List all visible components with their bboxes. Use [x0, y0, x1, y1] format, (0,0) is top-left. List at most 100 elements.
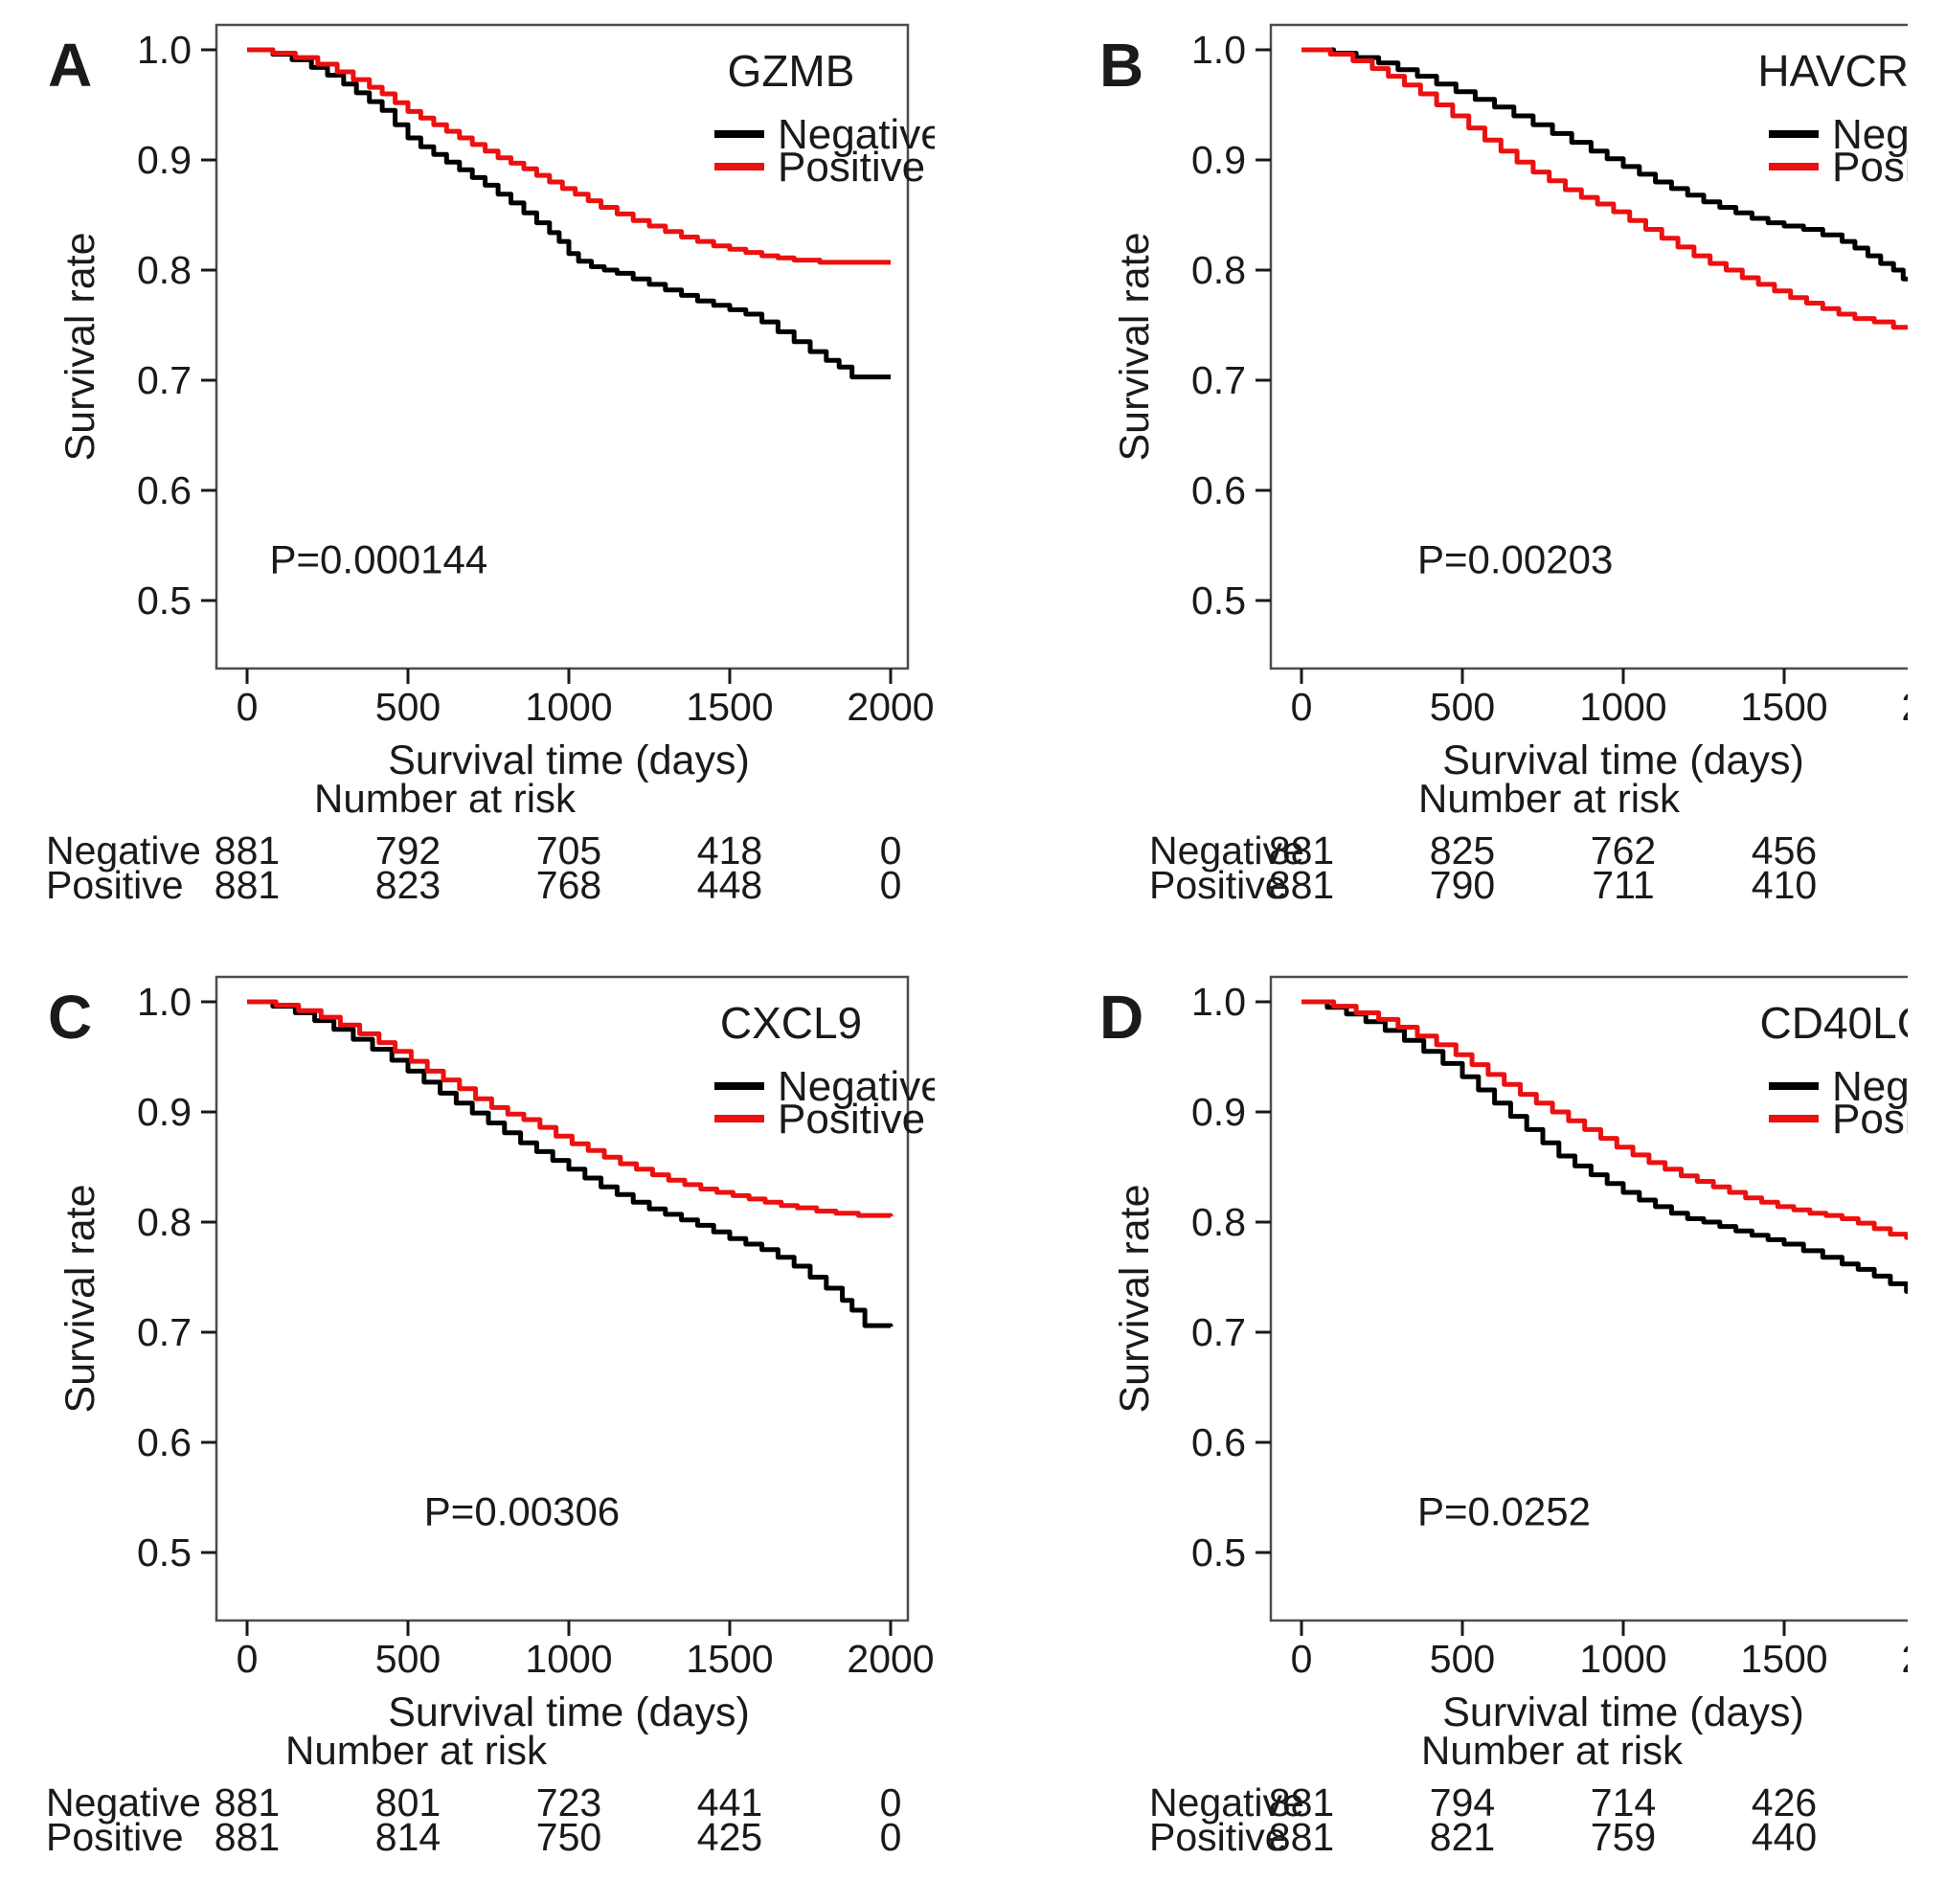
x-axis-title: Survival time (days): [388, 737, 750, 783]
panel-c: C 1.0 0.9 0.8 0.7 0.6 0.5 0 500 1000 1500 2000 Survi…: [38, 967, 935, 1889]
km-curve-positive: [1301, 47, 1908, 330]
km-chart-c: C 1.0 0.9 0.8 0.7 0.6 0.5 0 500 1000 1500 2000 Survi…: [46, 975, 935, 1859]
x-tick-label: 2000: [847, 1637, 934, 1681]
risk-value: 794: [1430, 1780, 1495, 1825]
p-value: P=0.000144: [270, 536, 488, 581]
risk-value: 790: [1430, 863, 1495, 907]
x-axis-title: Survival time (days): [1442, 737, 1804, 783]
risk-value: 714: [1591, 1780, 1656, 1825]
x-tick-label: 1000: [525, 685, 612, 729]
km-curve-positive: [1301, 999, 1908, 1240]
x-tick-label: 500: [1430, 685, 1495, 729]
risk-value: 821: [1430, 1815, 1495, 1859]
legend-label-negative: Negative: [1832, 1063, 1908, 1110]
risk-value: 881: [215, 863, 280, 907]
y-axis-title: Survival rate: [1112, 1185, 1158, 1414]
x-tick-label: 1000: [1579, 685, 1666, 729]
x-tick-label: 1500: [686, 685, 773, 729]
x-tick-label: 2000: [1901, 1637, 1908, 1681]
panel-letter: C: [48, 983, 92, 1052]
risk-value: 0: [880, 828, 902, 873]
km-curve-negative: [1301, 47, 1908, 282]
risk-value: 448: [697, 863, 762, 907]
y-tick-label: 0.8: [1191, 1200, 1246, 1244]
y-tick-label: 0.7: [1191, 1310, 1246, 1354]
risk-value: 759: [1591, 1815, 1656, 1859]
y-tick-label: 0.8: [137, 248, 192, 292]
x-tick-label: 0: [1291, 685, 1313, 729]
risk-row-label-negative: Negative: [46, 1780, 201, 1825]
risk-value: 426: [1752, 1780, 1817, 1825]
risk-value: 711: [1592, 863, 1654, 907]
panel-a: A 1.0 0.9 0.8 0.7 0.6 0.5 0 500 1000 1500 2000 Survi…: [38, 15, 935, 937]
legend-label-negative: Negative: [1832, 111, 1908, 158]
y-tick-label: 1.0: [137, 980, 192, 1024]
risk-value: 801: [375, 1780, 441, 1825]
panel-d: D 1.0 0.9 0.8 0.7 0.6 0.5 0 500 1000 1500 2000 Survi…: [1011, 967, 1908, 1889]
risk-value: 456: [1752, 828, 1817, 873]
risk-value: 0: [880, 1815, 902, 1859]
y-tick-label: 0.5: [137, 1530, 192, 1575]
risk-value: 881: [1269, 863, 1334, 907]
risk-value: 705: [536, 828, 601, 873]
legend-label-positive: Positive: [778, 1096, 925, 1143]
y-tick-label: 1.0: [1191, 980, 1246, 1024]
x-tick-label: 500: [1430, 1637, 1495, 1681]
gene-title: GZMB: [728, 46, 855, 96]
risk-value: 441: [697, 1780, 762, 1825]
km-curve-positive: [247, 999, 894, 1218]
y-tick-label: 0.9: [137, 138, 192, 182]
x-tick-label: 0: [237, 685, 259, 729]
number-at-risk-header: Number at risk: [285, 1728, 548, 1773]
y-tick-label: 0.6: [1191, 468, 1246, 512]
risk-value: 410: [1752, 863, 1817, 907]
number-at-risk-header: Number at risk: [314, 776, 577, 821]
x-tick-label: 0: [1291, 1637, 1313, 1681]
y-tick-label: 1.0: [1191, 28, 1246, 72]
y-axis-title: Survival rate: [57, 1185, 103, 1414]
y-tick-label: 0.6: [1191, 1420, 1246, 1464]
y-tick-label: 0.9: [137, 1090, 192, 1134]
number-at-risk-header: Number at risk: [1421, 1728, 1684, 1773]
km-curve-positive: [247, 47, 891, 265]
legend-label-negative: Negative: [778, 1063, 935, 1110]
risk-value: 881: [215, 1780, 280, 1825]
x-tick-label: 1500: [686, 1637, 773, 1681]
y-tick-label: 0.6: [137, 468, 192, 512]
panel-letter: D: [1099, 983, 1143, 1052]
risk-value: 823: [375, 863, 441, 907]
plot-box: [1269, 23, 1908, 670]
risk-value: 418: [697, 828, 762, 873]
p-value: P=0.00306: [424, 1488, 620, 1533]
y-tick-label: 0.9: [1191, 1090, 1246, 1134]
risk-value: 723: [536, 1780, 601, 1825]
risk-value: 814: [375, 1815, 441, 1859]
y-tick-label: 0.7: [137, 358, 192, 402]
panel-letter: B: [1099, 31, 1143, 100]
y-tick-label: 0.8: [1191, 248, 1246, 292]
risk-value: 0: [880, 1780, 902, 1825]
km-chart-b: B 1.0 0.9 0.8 0.7 0.6 0.5 0 500 1000 1500 2000 Survi…: [1099, 23, 1908, 907]
p-value: P=0.0252: [1417, 1488, 1591, 1533]
x-tick-label: 500: [375, 685, 441, 729]
risk-row-label-negative: Negative: [1149, 828, 1304, 873]
gene-title: CD40LG: [1760, 998, 1908, 1048]
risk-value: 750: [536, 1815, 601, 1859]
risk-value: 881: [1269, 828, 1334, 873]
legend-label-negative: Negative: [778, 111, 935, 158]
y-tick-label: 0.7: [137, 1310, 192, 1354]
risk-value: 792: [375, 828, 441, 873]
risk-row-label-positive: Positive: [46, 1815, 184, 1859]
y-tick-label: 0.9: [1191, 138, 1246, 182]
legend-label-positive: Positive: [1832, 144, 1908, 191]
risk-value: 881: [1269, 1815, 1334, 1859]
km-chart-d: D 1.0 0.9 0.8 0.7 0.6 0.5 0 500 1000 1500 2000 Survi…: [1099, 975, 1908, 1859]
risk-value: 881: [1269, 1780, 1334, 1825]
km-curve-negative: [247, 999, 894, 1328]
x-tick-label: 0: [237, 1637, 259, 1681]
legend-label-positive: Positive: [778, 144, 925, 191]
risk-value: 825: [1430, 828, 1495, 873]
x-tick-label: 1500: [1740, 1637, 1827, 1681]
risk-value: 881: [215, 1815, 280, 1859]
